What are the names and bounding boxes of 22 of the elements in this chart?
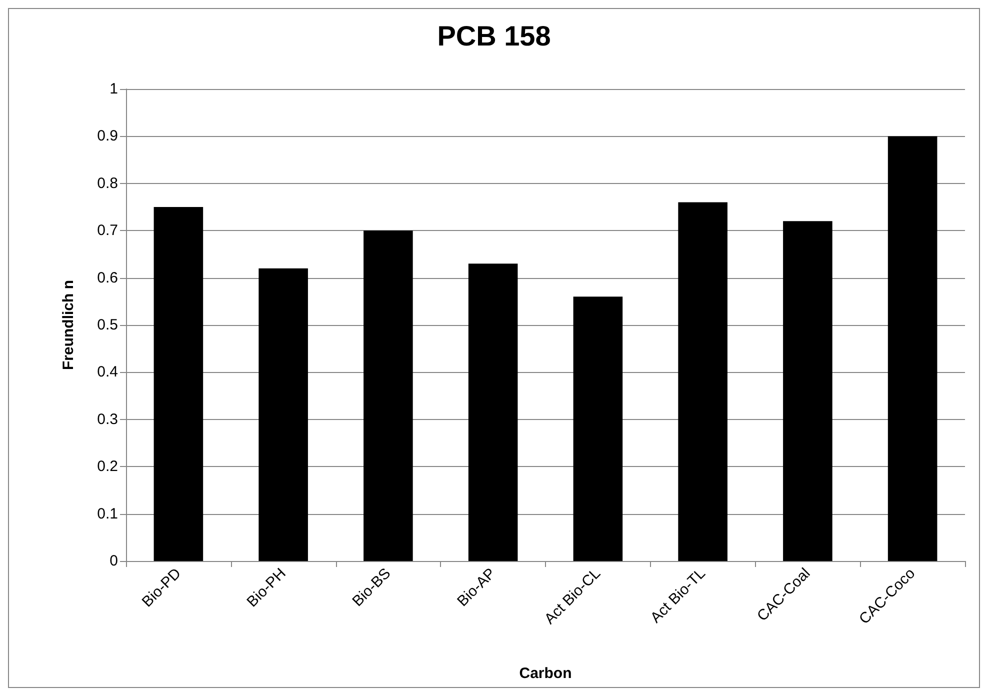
bar [888, 136, 938, 561]
bar [258, 268, 308, 561]
y-tick-label: 0.8 [97, 174, 118, 192]
y-axis-title: Freundlich n [60, 280, 77, 370]
y-tick-label: 1 [110, 80, 118, 98]
y-tick-label: 0.7 [97, 222, 118, 240]
y-tick-label: 0.4 [97, 364, 118, 381]
bar [783, 221, 832, 561]
bar [573, 296, 623, 561]
y-tick-label: 0.3 [97, 410, 118, 428]
bar [678, 202, 728, 561]
x-axis-title: Carbon [519, 665, 572, 682]
y-tick-label: 0.9 [97, 128, 118, 145]
y-tick-label: 0.5 [97, 316, 118, 334]
bar [364, 230, 413, 561]
y-tick-label: 0.1 [97, 505, 118, 522]
y-tick-label: 0.2 [97, 458, 118, 476]
y-tick-label: 0 [110, 552, 118, 570]
bar [154, 207, 204, 561]
chart-title: PCB 158 [437, 20, 551, 52]
y-tick-label: 0.6 [97, 269, 118, 286]
bar [468, 264, 518, 561]
